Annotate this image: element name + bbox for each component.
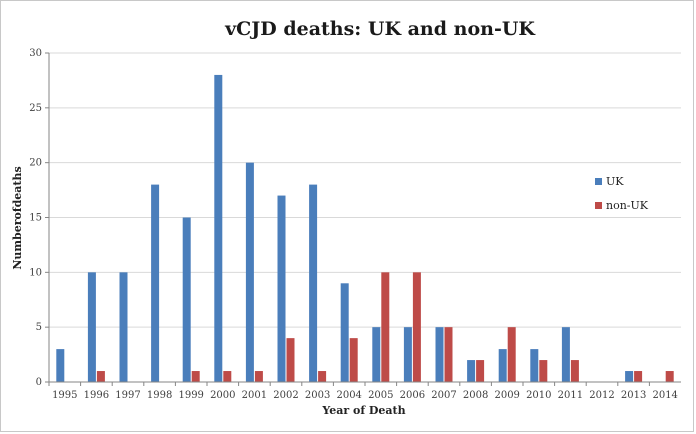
- bar-uk-1999: [182, 217, 191, 382]
- legend-swatch: [595, 178, 602, 185]
- legend-label: UK: [606, 175, 624, 188]
- bar-uk-2004: [340, 283, 349, 382]
- y-axis-title: Numberofdeaths: [11, 166, 24, 269]
- bar-uk-2005: [372, 327, 381, 382]
- x-tick-label: 1999: [178, 390, 203, 401]
- bar-non-uk-1996: [96, 371, 105, 382]
- y-tick-label: 25: [29, 103, 42, 114]
- bar-uk-2000: [214, 74, 223, 382]
- y-tick-label: 15: [29, 213, 42, 224]
- x-tick-label: 1996: [84, 390, 109, 401]
- x-tick-label: 2000: [210, 390, 235, 401]
- x-tick-label: 2006: [400, 390, 425, 401]
- legend-swatch: [595, 202, 602, 209]
- bar-uk-2007: [435, 327, 444, 382]
- x-tick-label: 2008: [463, 390, 488, 401]
- bar-uk-2006: [403, 327, 412, 382]
- x-tick-label: 2010: [526, 390, 551, 401]
- bar-non-uk-1999: [191, 371, 200, 382]
- bar-uk-1998: [151, 184, 160, 382]
- x-tick-label: 2009: [494, 390, 519, 401]
- bar-non-uk-2001: [254, 371, 263, 382]
- x-tick-label: 2013: [621, 390, 646, 401]
- bar-non-uk-2007: [444, 327, 453, 382]
- bar-non-uk-2003: [318, 371, 327, 382]
- y-tick-label: 10: [29, 267, 42, 278]
- x-tick-label: 2003: [305, 390, 330, 401]
- y-tick-label: 5: [36, 322, 42, 333]
- x-tick-label: 2014: [652, 390, 677, 401]
- bar-non-uk-2002: [286, 338, 295, 382]
- bar-uk-2001: [245, 162, 254, 382]
- bar-non-uk-2010: [539, 360, 548, 382]
- bar-non-uk-2005: [381, 272, 390, 382]
- x-tick-label: 2012: [589, 390, 614, 401]
- bar-non-uk-2000: [223, 371, 232, 382]
- bar-non-uk-2004: [349, 338, 358, 382]
- bar-uk-1997: [119, 272, 128, 382]
- legend-label: non-UK: [606, 199, 649, 212]
- x-tick-label: 2005: [368, 390, 393, 401]
- x-axis-title: Year of Death: [321, 404, 405, 417]
- bar-uk-2002: [277, 195, 286, 382]
- x-tick-label: 2002: [273, 390, 298, 401]
- bar-uk-1996: [87, 272, 96, 382]
- bar-non-uk-2008: [476, 360, 485, 382]
- gridlines: [49, 52, 681, 328]
- x-tick-label: 2001: [242, 390, 267, 401]
- legend: UK non-UK: [595, 175, 649, 212]
- bar-uk-2013: [625, 371, 634, 382]
- bar-uk-1995: [56, 349, 65, 382]
- bar-uk-2010: [530, 349, 539, 382]
- x-tick-label: 1998: [147, 390, 172, 401]
- axes: 0 5 10 15 20 25 30 1995 1996 1997 1998 1999 2000 2001…: [29, 48, 681, 401]
- bar-non-uk-2013: [634, 371, 643, 382]
- y-tick-label: 30: [29, 48, 42, 59]
- bars: [56, 74, 674, 382]
- bar-non-uk-2009: [507, 327, 516, 382]
- bar-uk-2003: [309, 184, 318, 382]
- x-tick-label: 1997: [115, 390, 140, 401]
- bar-non-uk-2011: [570, 360, 579, 382]
- bar-non-uk-2014: [665, 371, 674, 382]
- x-tick-label: 1995: [52, 390, 77, 401]
- y-tick-label: 20: [29, 158, 42, 169]
- bar-non-uk-2006: [412, 272, 421, 382]
- x-tick-label: 2011: [558, 390, 583, 401]
- bar-uk-2009: [498, 349, 507, 382]
- chart-title: vCJD deaths: UK and non-UK: [224, 18, 536, 40]
- x-tick-label: 2007: [431, 390, 456, 401]
- y-tick-label: 0: [36, 377, 42, 388]
- bar-uk-2011: [561, 327, 570, 382]
- bar-uk-2008: [467, 360, 476, 382]
- x-tick-label: 2004: [336, 390, 361, 401]
